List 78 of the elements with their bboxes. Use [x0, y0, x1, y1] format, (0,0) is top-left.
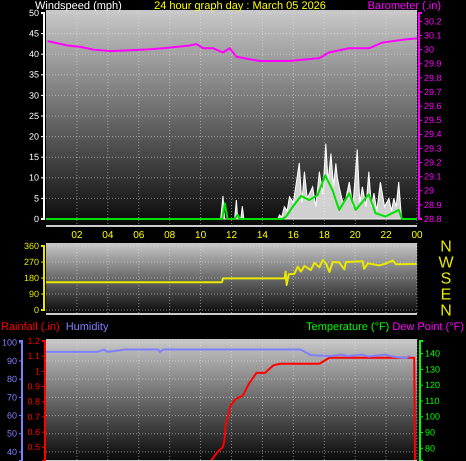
x-tick-label: 20	[350, 230, 362, 242]
y-tick-label: 60	[6, 410, 17, 420]
legend-label: Dew Point (°F)	[392, 321, 464, 333]
x-tick-label: 00	[411, 230, 423, 242]
text: Rainfall (.in)	[1, 321, 60, 333]
y3-tick-label: 80	[425, 443, 436, 454]
y2-tick-label: 1.2	[27, 336, 40, 346]
x-tick-label: 12	[226, 230, 238, 242]
legend-label: Temperature (°F)	[306, 321, 390, 333]
y2-tick-label: 29.4	[424, 129, 442, 140]
y3-tick-label: 120	[425, 380, 440, 390]
y2-tick-label: 29.6	[424, 101, 442, 112]
y2-tick-label: 29	[424, 186, 434, 196]
y2-tick-label: 0.6	[27, 427, 40, 438]
x-tick-label: 14	[256, 230, 268, 242]
line-series	[46, 348, 410, 360]
x-tick-label: 22	[380, 230, 392, 242]
y2-tick-label: 0.5	[27, 442, 40, 452]
y-tick-label: 15	[28, 152, 39, 162]
y2-tick-label: 0.9	[27, 381, 40, 392]
y-tick-label: 0	[34, 214, 39, 224]
y-tick-label: 40	[28, 49, 39, 60]
y-tick-label: 30	[28, 90, 39, 100]
y-tick-label: 35	[28, 70, 39, 80]
y2-tick-label: 1.1	[27, 351, 40, 362]
text: E	[440, 286, 452, 304]
x-tick-label: 18	[318, 230, 330, 242]
y2-tick-label: 1	[34, 366, 40, 376]
y-tick-label: 40	[6, 446, 17, 457]
y2-axis-title: Barometer (.in)	[368, 0, 441, 12]
y-tick-label: 50	[6, 428, 17, 439]
text: N	[440, 302, 452, 320]
text: W	[438, 254, 454, 272]
y2-tick-label: 0.8	[27, 396, 40, 407]
y3-tick-label: 130	[425, 364, 440, 374]
y2-tick-label: 28.9	[424, 200, 442, 210]
x-tick-label: 16	[288, 230, 300, 242]
y2-tick-label: 30	[424, 44, 434, 55]
text: N	[440, 238, 452, 256]
y-tick-label: 25	[28, 110, 39, 121]
y3-tick-label: 140	[425, 348, 440, 359]
y-tick-label: 20	[28, 131, 39, 142]
y-tick-label: 90	[28, 288, 39, 299]
y-tick-label: 270	[24, 256, 39, 267]
y2-tick-label: 29.2	[424, 157, 442, 168]
x-tick-label: 08	[164, 230, 176, 242]
x-tick-label: 06	[133, 230, 145, 242]
x-tick-label: 04	[102, 230, 114, 242]
y-tick-label: 5	[34, 193, 39, 204]
line-series	[46, 174, 417, 220]
y2-tick-label: 29.9	[424, 58, 442, 69]
y-tick-label: 80	[6, 374, 17, 384]
series-label: Humidity	[66, 321, 109, 333]
y2-tick-label: 29.8	[424, 72, 442, 83]
y2-tick-label: 30.2	[424, 16, 442, 26]
y2-tick-label: 29.7	[424, 86, 442, 97]
y-tick-label: 180	[24, 272, 39, 283]
y-tick-label: 0	[34, 304, 39, 315]
y-tick-label: 100	[2, 338, 17, 348]
y3-tick-label: 100	[425, 412, 440, 422]
chart-title: 24 hour graph day : March 05 2026	[154, 0, 326, 12]
y2-tick-label: 30.1	[424, 30, 442, 40]
y-tick-label: 10	[28, 172, 39, 183]
y2-tick-label: 29.5	[424, 115, 442, 126]
y3-tick-label: 90	[425, 427, 436, 438]
y-tick-label: 90	[6, 356, 17, 366]
y-tick-label: 70	[6, 392, 17, 402]
x-tick-label: 10	[195, 230, 207, 242]
y-tick-label: 45	[28, 28, 39, 38]
y2-tick-label: 29.3	[424, 143, 442, 154]
line-series	[210, 356, 416, 461]
x-tick-label: 02	[71, 230, 83, 242]
y2-tick-label: 28.8	[424, 214, 442, 224]
y2-tick-label: 29.1	[424, 172, 442, 182]
y2-tick-label: 0.7	[27, 412, 40, 422]
text: S	[440, 270, 452, 288]
y3-tick-label: 110	[425, 396, 440, 406]
y-tick-label: 360	[24, 240, 39, 251]
